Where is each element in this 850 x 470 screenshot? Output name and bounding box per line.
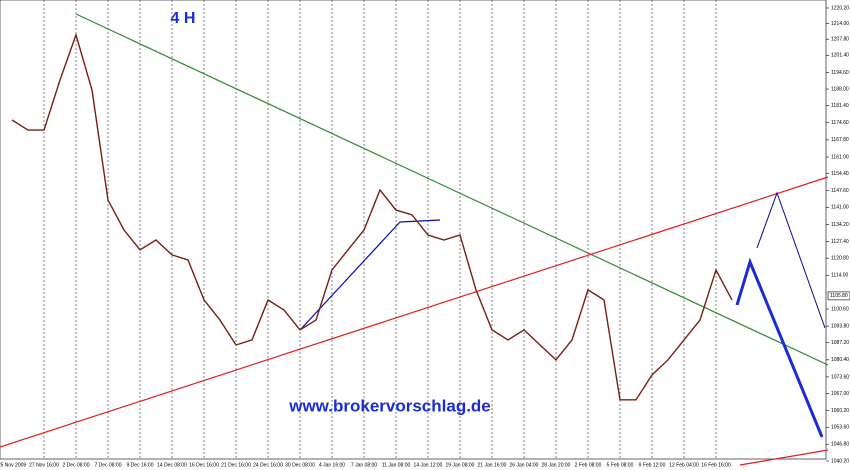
trend-line xyxy=(0,176,829,448)
y-tick-label: 1167.80 xyxy=(831,137,849,143)
pattern-line xyxy=(299,221,401,331)
x-tick-label: 14 Jan 12:00 xyxy=(414,462,443,468)
x-tick-label: 12 Feb 04:00 xyxy=(669,462,699,468)
x-tick-label: 11 Jan 08:00 xyxy=(382,462,411,468)
x-tick-label: 21 Jan 16:00 xyxy=(478,462,507,468)
y-tick-label: 1080.40 xyxy=(831,357,849,363)
x-tick-label: 2 Feb 08:00 xyxy=(575,462,602,468)
x-tick-label: 16 Feb 16:00 xyxy=(701,462,731,468)
x-tick-label: 26 Jan 04:00 xyxy=(510,462,539,468)
trend-line xyxy=(75,13,829,366)
y-tick-label: 1114.00 xyxy=(831,273,849,279)
x-tick-label: 16 Dec 16:00 xyxy=(189,462,219,468)
x-tick-label: 28 Jan 20:00 xyxy=(542,462,571,468)
last-price-label: 1105.80 xyxy=(830,293,848,299)
y-tick-label: 1161.00 xyxy=(831,154,849,160)
price-line xyxy=(11,32,733,401)
x-tick-label: 5 Feb 08:00 xyxy=(607,462,634,468)
trend-line xyxy=(739,449,829,466)
x-tick-label: 14 Dec 08:00 xyxy=(157,462,187,468)
projection-line xyxy=(756,191,826,329)
y-tick-label: 1194.60 xyxy=(831,70,849,76)
y-tick-label: 1040.20 xyxy=(831,458,849,464)
x-tick-label: 4 Jan 16:00 xyxy=(319,462,345,468)
chart-title: 4 H xyxy=(171,10,196,27)
x-tick-label: 7 Jan 08:00 xyxy=(351,462,377,468)
plot-area xyxy=(0,0,827,460)
x-tick-label: 27 Nov 16:00 xyxy=(29,462,59,468)
x-tick-label: 24 Dec 16:00 xyxy=(253,462,283,468)
x-tick-label: 25 Nov 2009 xyxy=(0,462,26,468)
y-tick-label: 1100.60 xyxy=(831,306,849,312)
y-tick-label: 1220.20 xyxy=(831,5,849,11)
watermark: www.brokervorschlag.de xyxy=(288,396,491,415)
pattern-line xyxy=(399,219,441,223)
y-tick-label: 1147.60 xyxy=(831,188,849,194)
last-price-box xyxy=(827,291,850,301)
projection-line xyxy=(735,257,824,438)
y-tick-label: 1188.00 xyxy=(831,86,849,92)
x-tick-label: 21 Dec 16:00 xyxy=(221,462,251,468)
y-tick-label: 1134.20 xyxy=(831,222,849,228)
y-tick-label: 1174.60 xyxy=(831,120,849,126)
x-tick-label: 9 Feb 12:00 xyxy=(639,462,666,468)
y-tick-label: 1067.00 xyxy=(831,391,849,397)
y-tick-label: 1087.20 xyxy=(831,340,849,346)
x-tick-label: 30 Dec 08:00 xyxy=(285,462,315,468)
y-tick-label: 1127.40 xyxy=(831,239,849,245)
x-tick-label: 19 Jan 08:00 xyxy=(446,462,475,468)
y-tick-label: 1201.40 xyxy=(831,53,849,59)
x-tick-label: 9 Dec 16:00 xyxy=(127,462,154,468)
y-tick-label: 1093.80 xyxy=(831,323,849,329)
y-tick-label: 1073.60 xyxy=(831,374,849,380)
y-tick-label: 1154.40 xyxy=(831,171,849,177)
x-tick-label: 2 Dec 08:00 xyxy=(63,462,90,468)
y-tick-label: 1060.20 xyxy=(831,408,849,414)
y-tick-label: 1207.80 xyxy=(831,37,849,43)
y-tick-label: 1053.60 xyxy=(831,425,849,431)
y-tick-label: 1141.00 xyxy=(831,205,849,211)
y-tick-label: 1120.80 xyxy=(831,255,849,261)
y-tick-label: 1181.40 xyxy=(831,103,849,109)
y-tick-label: 1046.80 xyxy=(831,442,849,448)
y-tick-label: 1214.00 xyxy=(831,21,849,27)
x-tick-label: 7 Dec 08:00 xyxy=(95,462,122,468)
